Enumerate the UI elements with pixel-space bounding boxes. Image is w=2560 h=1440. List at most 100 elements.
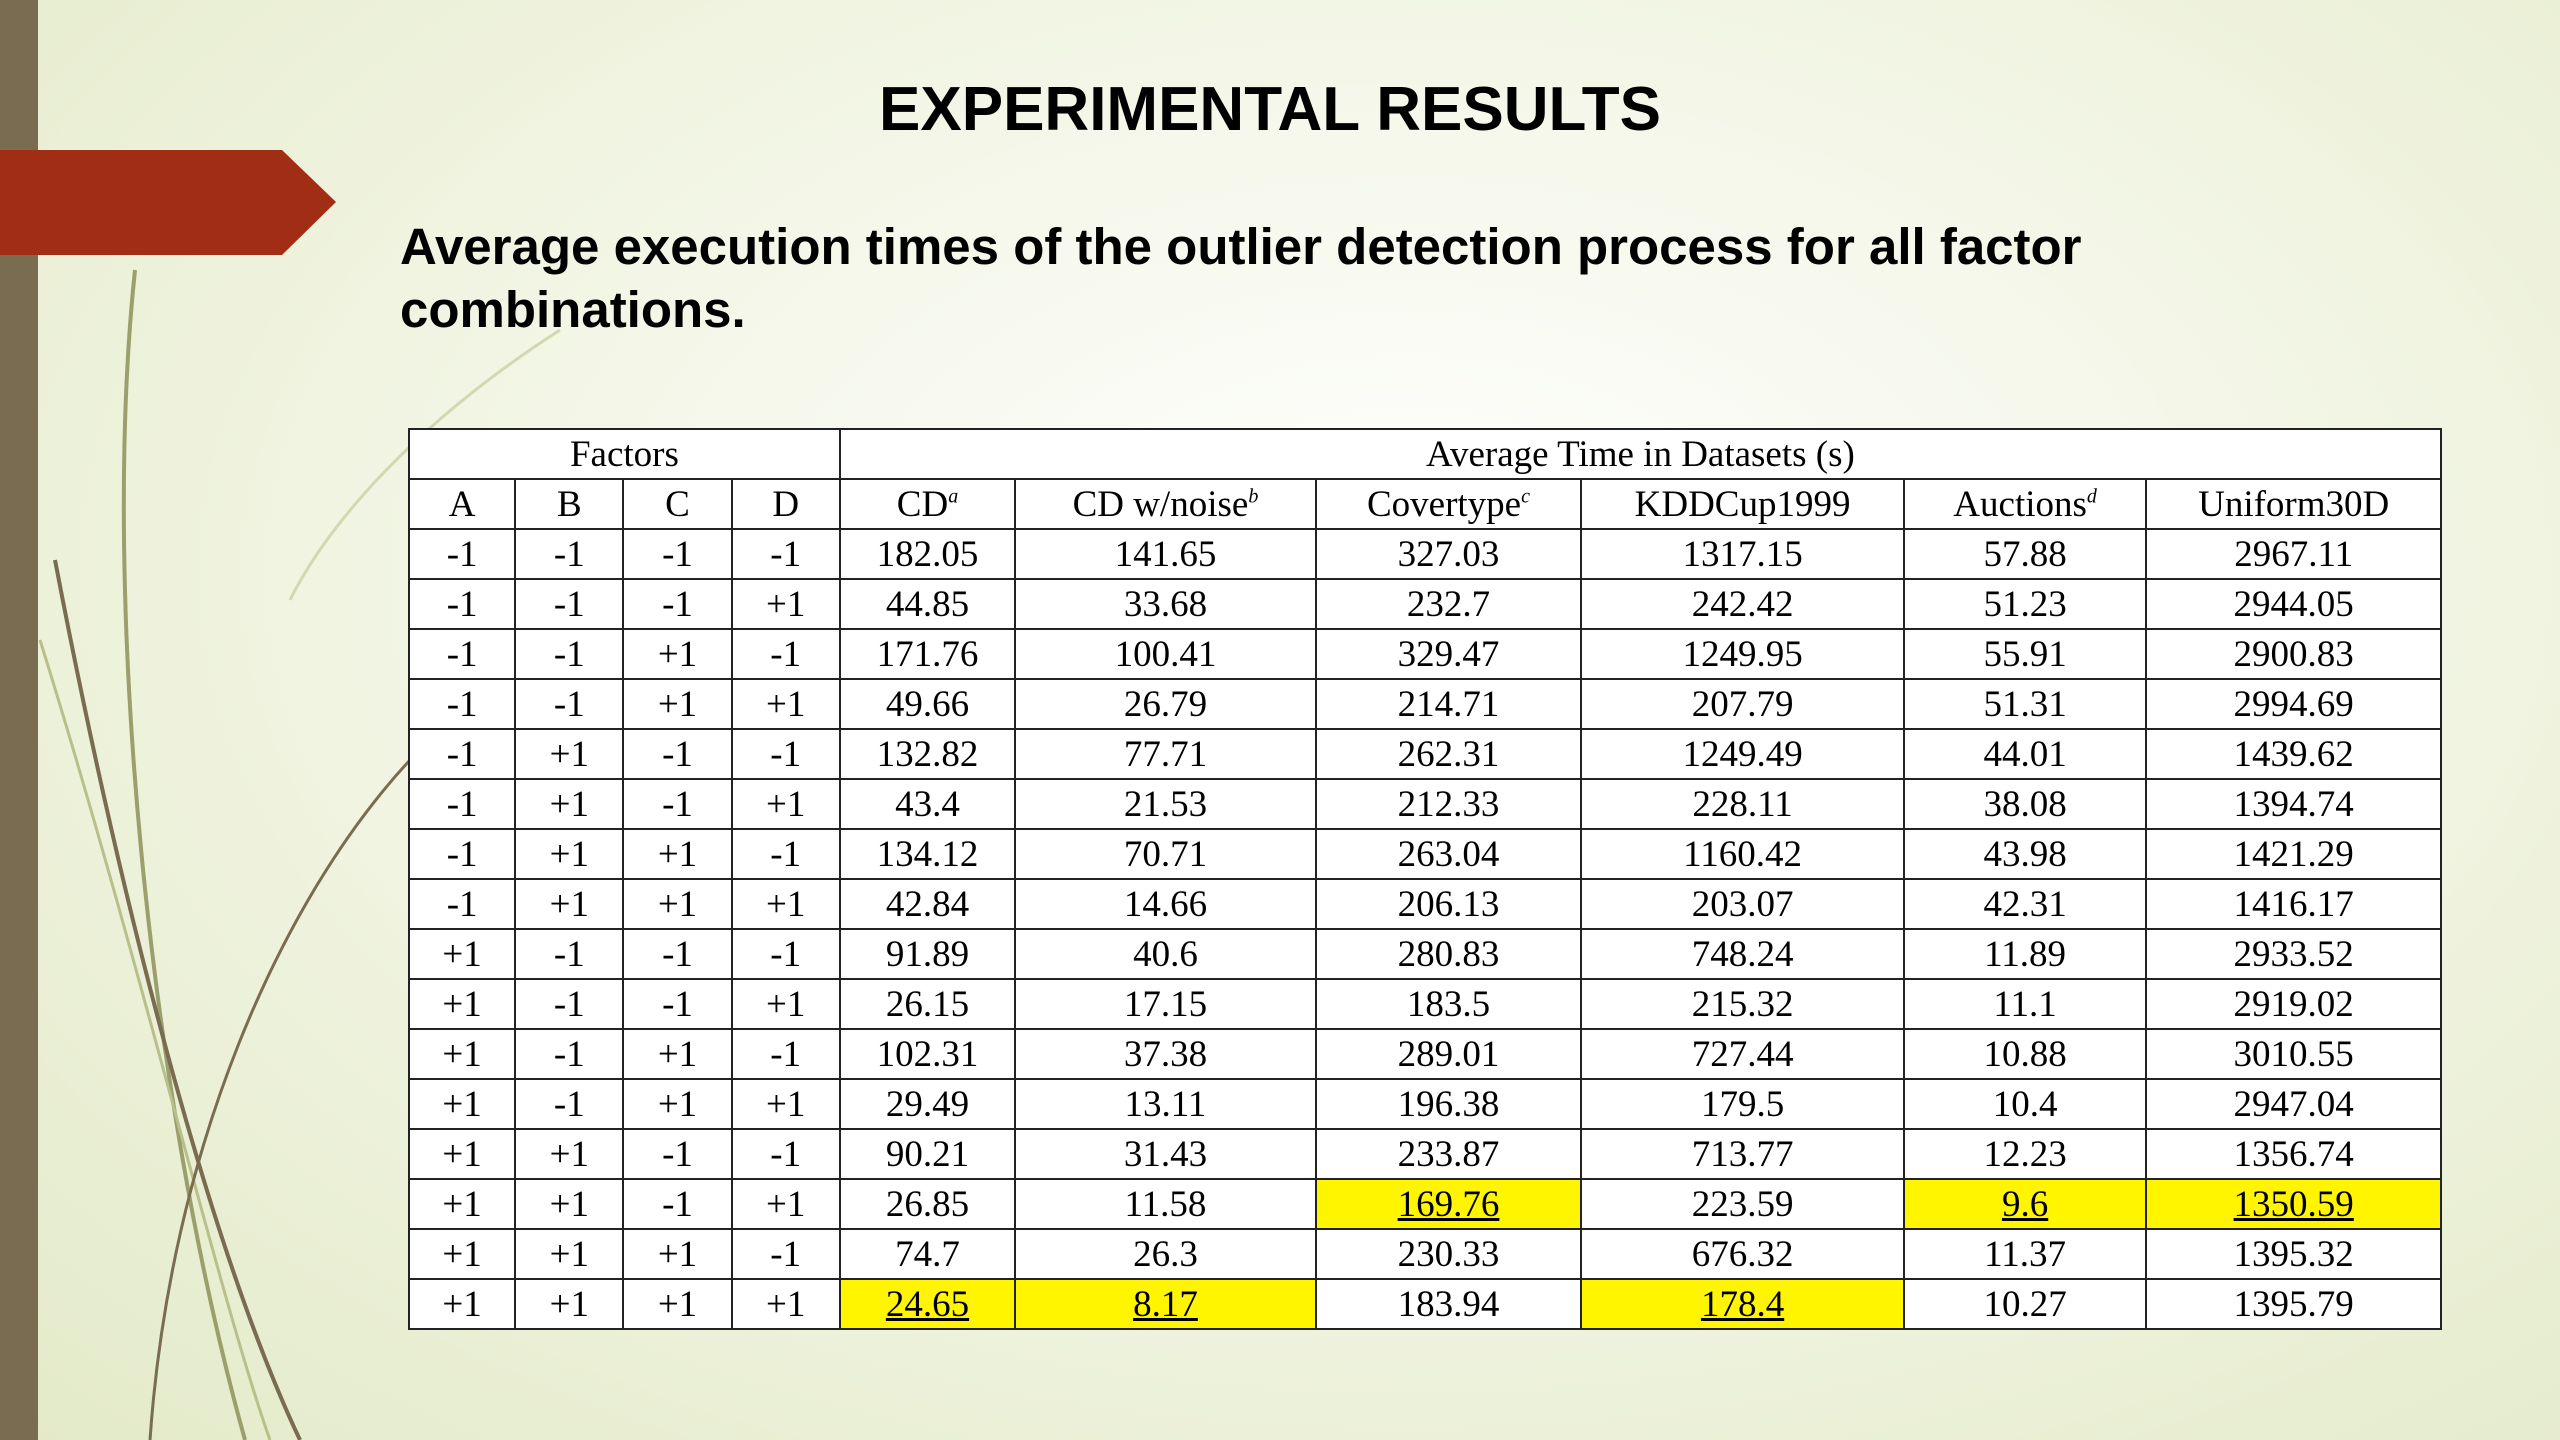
time-cell: 179.5 [1580, 1078, 1905, 1130]
factor-cell: +1 [622, 628, 733, 680]
factor-cell: +1 [514, 1278, 625, 1330]
time-cell: 37.38 [1014, 1028, 1317, 1080]
time-cell: 329.47 [1314, 628, 1583, 680]
time-cell: 1421.29 [2145, 828, 2442, 880]
time-cell: 228.11 [1580, 778, 1905, 830]
time-cell: 242.42 [1580, 578, 1905, 630]
factor-cell: +1 [730, 978, 841, 1030]
time-cell: 8.17 [1014, 1278, 1317, 1330]
table-row: +1 -1 -1 -1 91.89 40.6 280.83 748.24 11.89 2933.5… [407, 928, 2442, 980]
time-cell: 203.07 [1580, 878, 1905, 930]
factor-cell: -1 [514, 578, 625, 630]
factor-cell: -1 [514, 678, 625, 730]
factor-cell: +1 [730, 878, 841, 930]
time-cell: 289.01 [1314, 1028, 1583, 1080]
table-row: -1 -1 -1 +1 44.85 33.68 232.7 242.42 51.23 2944.0… [407, 578, 2442, 630]
table-row: -1 -1 -1 -1 182.05 141.65 327.03 1317.15 57.88 29… [407, 528, 2442, 580]
factor-cell: -1 [407, 578, 517, 630]
time-cell: 169.76 [1314, 1178, 1583, 1230]
factor-cell: +1 [407, 1278, 517, 1330]
time-cell: 3010.55 [2145, 1028, 2442, 1080]
time-cell: 26.85 [838, 1178, 1017, 1230]
column-header: Uniform30D [2145, 478, 2442, 530]
time-cell: 182.05 [838, 528, 1017, 580]
time-cell: 13.11 [1014, 1078, 1317, 1130]
time-cell: 178.4 [1580, 1278, 1905, 1330]
time-cell: 676.32 [1580, 1228, 1905, 1280]
time-cell: 2944.05 [2145, 578, 2442, 630]
factor-cell: -1 [514, 928, 625, 980]
time-cell: 141.65 [1014, 528, 1317, 580]
factor-cell: +1 [622, 678, 733, 730]
time-cell: 1416.17 [2145, 878, 2442, 930]
factor-cell: -1 [622, 928, 733, 980]
time-cell: 31.43 [1014, 1128, 1317, 1180]
time-cell: 1439.62 [2145, 728, 2442, 780]
factor-cell: +1 [407, 1078, 517, 1130]
factor-cell: -1 [407, 878, 517, 930]
footnote-marker: a [948, 485, 959, 508]
time-cell: 232.7 [1314, 578, 1583, 630]
time-cell: 51.31 [1902, 678, 2148, 730]
table-row: +1 +1 +1 +1 24.65 8.17 183.94 178.4 10.27 1395.79 [407, 1278, 2442, 1330]
factor-cell: -1 [622, 978, 733, 1030]
factor-cell: +1 [407, 1128, 517, 1180]
results-table: Factors Average Time in Datasets (s) A B C… [407, 428, 2443, 1330]
column-header: KDDCup1999 [1580, 478, 1905, 530]
red-arrow-shape [0, 150, 336, 255]
time-cell: 183.5 [1314, 978, 1583, 1030]
factor-cell: +1 [514, 1128, 625, 1180]
table-row: +1 -1 +1 +1 29.49 13.11 196.38 179.5 10.4 2947.04 [407, 1078, 2442, 1130]
time-cell: 134.12 [838, 828, 1017, 880]
time-cell: 2967.11 [2145, 528, 2442, 580]
table-row: -1 +1 +1 +1 42.84 14.66 206.13 203.07 42.31 1416.… [407, 878, 2442, 930]
time-cell: 40.6 [1014, 928, 1317, 980]
time-cell: 77.71 [1014, 728, 1317, 780]
time-cell: 1160.42 [1580, 828, 1905, 880]
factor-cell: -1 [514, 528, 625, 580]
avg-time-group-header: Average Time in Datasets (s) [838, 428, 2443, 480]
time-cell: 196.38 [1314, 1078, 1583, 1130]
time-cell: 327.03 [1314, 528, 1583, 580]
factor-cell: -1 [407, 528, 517, 580]
time-cell: 233.87 [1314, 1128, 1583, 1180]
table-row: +1 +1 +1 -1 74.7 26.3 230.33 676.32 11.37 1395.32 [407, 1228, 2442, 1280]
time-cell: 42.31 [1902, 878, 2148, 930]
factor-cell: -1 [407, 828, 517, 880]
table-row: +1 -1 +1 -1 102.31 37.38 289.01 727.44 10.88 3010… [407, 1028, 2442, 1080]
column-header: CDa [838, 478, 1017, 530]
time-cell: 90.21 [838, 1128, 1017, 1180]
time-cell: 1395.79 [2145, 1278, 2442, 1330]
factor-cell: -1 [622, 1128, 733, 1180]
factor-cell: +1 [730, 1078, 841, 1130]
table-body: -1 -1 -1 -1 182.05 141.65 327.03 1317.15 57.88 29… [407, 528, 2442, 1330]
footnote-marker: c [1521, 485, 1530, 508]
time-cell: 2900.83 [2145, 628, 2442, 680]
time-cell: 55.91 [1902, 628, 2148, 680]
factor-cell: -1 [730, 728, 841, 780]
factor-cell: +1 [730, 578, 841, 630]
column-header-label: Auctions [1953, 483, 2087, 525]
time-cell: 207.79 [1580, 678, 1905, 730]
factor-cell: -1 [514, 1078, 625, 1130]
factor-cell: -1 [407, 678, 517, 730]
footnote-marker: b [1248, 485, 1259, 508]
time-cell: 11.37 [1902, 1228, 2148, 1280]
slide-title: EXPERIMENTAL RESULTS [879, 75, 1661, 144]
factor-cell: -1 [730, 828, 841, 880]
time-cell: 171.76 [838, 628, 1017, 680]
time-cell: 9.6 [1902, 1178, 2148, 1230]
factor-cell: -1 [730, 928, 841, 980]
column-header-label: D [772, 483, 800, 525]
time-cell: 2947.04 [2145, 1078, 2442, 1130]
time-cell: 11.1 [1902, 978, 2148, 1030]
time-cell: 214.71 [1314, 678, 1583, 730]
column-header-label: KDDCup1999 [1634, 483, 1851, 525]
time-cell: 2919.02 [2145, 978, 2442, 1030]
time-cell: 727.44 [1580, 1028, 1905, 1080]
time-cell: 26.3 [1014, 1228, 1317, 1280]
factor-cell: -1 [514, 628, 625, 680]
time-cell: 57.88 [1902, 528, 2148, 580]
factor-cell: -1 [407, 778, 517, 830]
factor-cell: +1 [407, 928, 517, 980]
